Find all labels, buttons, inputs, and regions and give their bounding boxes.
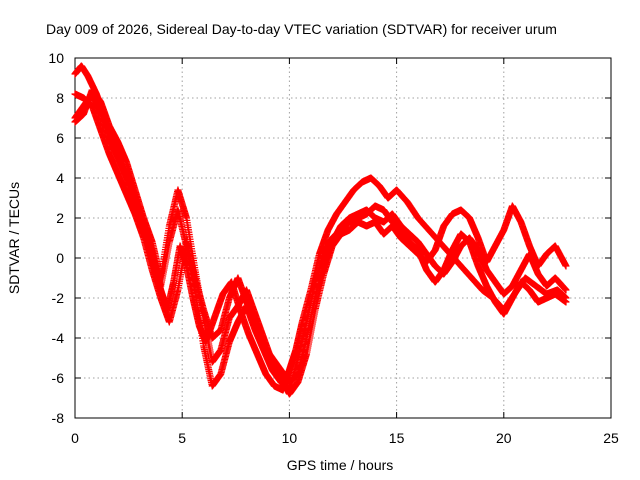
y-tick-label: 8 — [56, 90, 64, 106]
axis-ticks: -8 -6 -4 -2 0 2 4 6 8 10 0 5 10 15 20 25 — [48, 50, 619, 446]
data-series — [71, 62, 570, 398]
y-tick-label: -8 — [52, 410, 65, 426]
y-tick-label: 0 — [56, 250, 64, 266]
y-tick-label: -4 — [52, 330, 65, 346]
y-tick-label: 6 — [56, 130, 64, 146]
x-tick-label: 20 — [496, 430, 512, 446]
plot-area — [74, 57, 612, 419]
grid — [75, 58, 611, 418]
x-tick-label: 0 — [71, 430, 79, 446]
x-tick-label: 5 — [178, 430, 186, 446]
y-tick-label: 2 — [56, 210, 64, 226]
x-tick-label: 10 — [282, 430, 298, 446]
x-tick-label: 15 — [389, 430, 405, 446]
y-tick-label: -6 — [52, 370, 65, 386]
y-tick-label: -2 — [52, 290, 65, 306]
y-tick-label: 4 — [56, 170, 64, 186]
x-tick-label: 25 — [603, 430, 619, 446]
data-point — [562, 286, 570, 294]
y-tick-label: 10 — [48, 50, 64, 66]
